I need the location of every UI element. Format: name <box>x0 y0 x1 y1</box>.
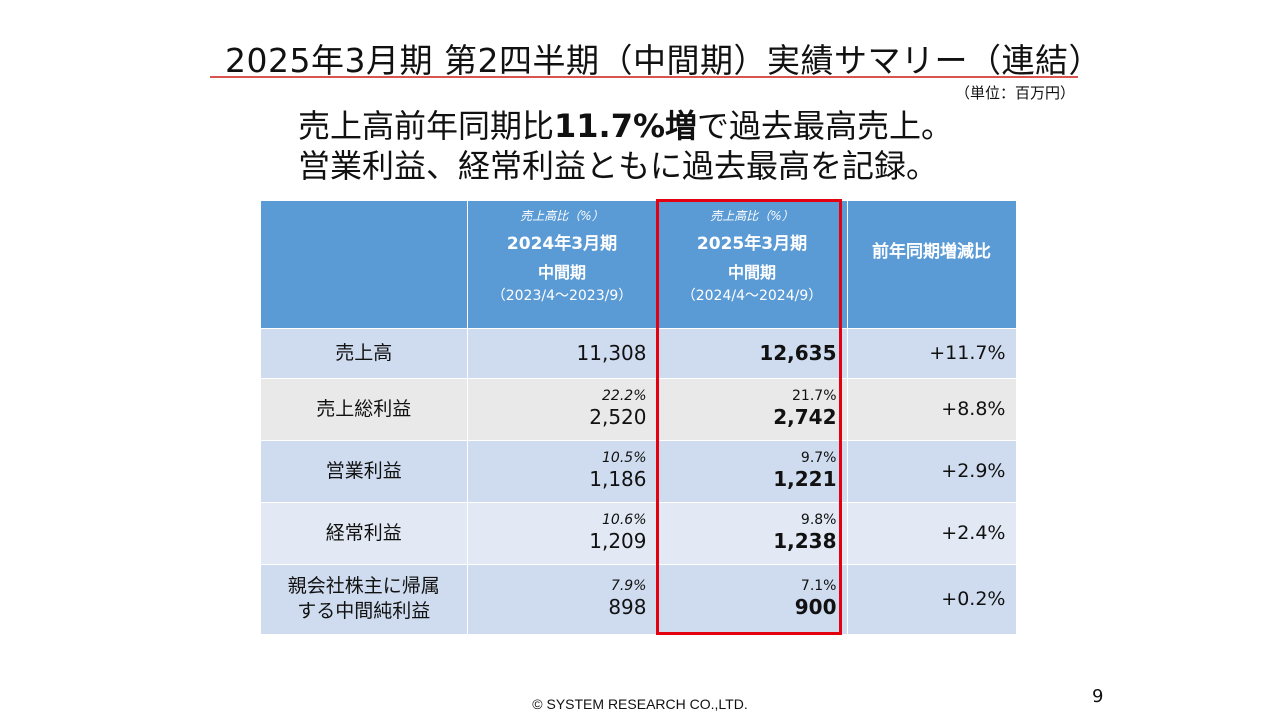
prev-ratio: 7.9% <box>610 578 647 595</box>
curr-value: 2,742 <box>773 405 837 429</box>
row-label: 経常利益 <box>261 501 468 564</box>
prev-value: 2,520 <box>589 405 647 429</box>
headline-line-1-bold: 11.7%増 <box>554 107 698 145</box>
curr-range-label: （2024/4～2024/9） <box>681 288 823 304</box>
unit-note: （単位：百万円） <box>954 84 1075 102</box>
curr-ratio: 9.7% <box>800 450 837 466</box>
curr-value: 1,221 <box>773 467 837 491</box>
row-label: 営業利益 <box>261 439 468 502</box>
curr-ratio-label: 売上高比（%） <box>710 209 794 223</box>
row-label-line-2: する中間純利益 <box>297 600 431 623</box>
table-row: 売上総利益 22.2% 2,520 21.7% 2,742 +8.8% <box>261 377 1017 440</box>
prev-ratio: 10.5% <box>602 450 647 466</box>
table-row: 親会社株主に帰属 する中間純利益 7.9% 898 7.1% 900 +0.2% <box>261 563 1017 634</box>
headline-line-1: 売上高前年同期比11.7%増で過去最高売上。 <box>298 106 953 146</box>
change-value: +2.9% <box>847 439 1017 502</box>
table-row: 売上高 11,308 12,635 +11.7% <box>261 327 1017 378</box>
prev-period-label: 2024年3月期 <box>506 234 618 254</box>
curr-ratio: 7.1% <box>800 578 837 595</box>
slide-title: 2025年3月期 第2四半期（中間期）実績サマリー（連結） <box>225 41 1102 80</box>
curr-period-label: 2025年3月期 <box>696 234 808 254</box>
headline-line-2: 営業利益、経常利益ともに過去最高を記録。 <box>298 147 939 185</box>
curr-value-cell: 9.7% 1,221 <box>657 439 848 502</box>
copyright-footer: © SYSTEM RESEARCH CO.,LTD. <box>532 696 748 712</box>
prev-ratio: 22.2% <box>602 388 647 404</box>
row-label: 売上高 <box>261 327 468 378</box>
prev-sub-label: 中間期 <box>537 263 586 282</box>
curr-value-cell: 7.1% 900 <box>657 563 848 634</box>
header-prev-period: 売上高比（%） 2024年3月期 中間期 （2023/4～2023/9） <box>467 201 658 328</box>
curr-ratio: 21.7% <box>792 388 837 404</box>
change-value: +8.8% <box>847 377 1017 440</box>
prev-value-cell: 10.6% 1,209 <box>467 501 658 564</box>
prev-value: 1,209 <box>589 529 647 553</box>
prev-value-cell: 22.2% 2,520 <box>467 377 658 440</box>
curr-value: 12,635 <box>759 341 837 365</box>
header-blank-cell <box>261 201 468 328</box>
title-underline <box>210 76 1078 78</box>
row-label: 売上総利益 <box>261 377 468 440</box>
prev-value-cell: 11,308 <box>467 327 658 378</box>
page-number: 9 <box>1092 686 1104 707</box>
headline-line-1-pre: 売上高前年同期比 <box>298 107 555 145</box>
curr-value-cell: 21.7% 2,742 <box>657 377 848 440</box>
curr-value-cell: 9.8% 1,238 <box>657 501 848 564</box>
curr-value: 1,238 <box>773 529 837 553</box>
row-label-line-1: 親会社株主に帰属 <box>287 575 440 598</box>
results-table: 売上高比（%） 2024年3月期 中間期 （2023/4～2023/9） 売上高… <box>261 201 1017 634</box>
curr-sub-label: 中間期 <box>727 263 776 282</box>
table-header-row: 売上高比（%） 2024年3月期 中間期 （2023/4～2023/9） 売上高… <box>261 201 1017 328</box>
headline: 売上高前年同期比11.7%増で過去最高売上。 営業利益、経常利益ともに過去最高を… <box>298 106 953 186</box>
curr-value: 900 <box>794 595 837 620</box>
change-value: +11.7% <box>847 327 1017 378</box>
headline-line-1-post: で過去最高売上。 <box>697 107 954 145</box>
prev-value-cell: 10.5% 1,186 <box>467 439 658 502</box>
prev-value-cell: 7.9% 898 <box>467 563 658 634</box>
change-value: +2.4% <box>847 501 1017 564</box>
table-row: 経常利益 10.6% 1,209 9.8% 1,238 +2.4% <box>261 501 1017 564</box>
header-curr-period: 売上高比（%） 2025年3月期 中間期 （2024/4～2024/9） <box>657 201 848 328</box>
prev-value: 1,186 <box>589 467 647 491</box>
row-label: 親会社株主に帰属 する中間純利益 <box>261 563 468 634</box>
prev-ratio-label: 売上高比（%） <box>520 209 604 223</box>
prev-value: 898 <box>608 595 647 620</box>
table-row: 営業利益 10.5% 1,186 9.7% 1,221 +2.9% <box>261 439 1017 502</box>
change-value: +0.2% <box>847 563 1017 634</box>
curr-value-cell: 12,635 <box>657 327 848 378</box>
curr-ratio: 9.8% <box>800 512 837 528</box>
prev-value: 11,308 <box>576 341 647 365</box>
header-change: 前年同期増減比 <box>847 201 1017 328</box>
prev-range-label: （2023/4～2023/9） <box>491 288 633 304</box>
prev-ratio: 10.6% <box>602 512 647 528</box>
